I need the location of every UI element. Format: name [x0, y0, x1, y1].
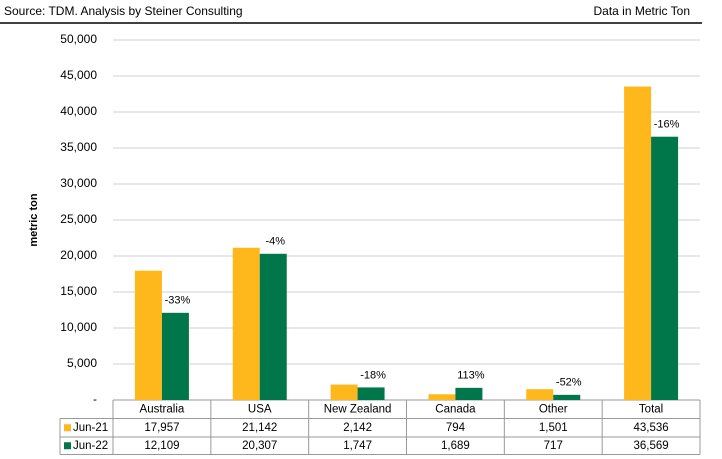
table-cell: 2,142 [343, 422, 372, 434]
x-tick-label: Canada [435, 403, 476, 415]
y-tick-label: 5,000 [67, 356, 97, 370]
change-label: 113% [457, 370, 485, 382]
y-tick-label: - [93, 392, 97, 406]
table-cell: 1,689 [441, 440, 470, 452]
bar [651, 136, 679, 401]
table-cell: 12,109 [144, 440, 179, 452]
y-tick-label: 50,000 [60, 32, 97, 46]
change-label: -16% [654, 119, 680, 131]
legend-label: Jun-21 [73, 422, 108, 434]
table-cell: 36,569 [633, 440, 668, 452]
y-tick-label: 45,000 [60, 68, 97, 82]
legend-label: Jun-22 [73, 440, 108, 452]
x-tick-label: Other [539, 403, 568, 415]
table-cell: 20,307 [242, 440, 277, 452]
table-cell: 21,142 [242, 422, 277, 434]
legend-swatch [64, 424, 71, 432]
x-tick-label: Australia [140, 403, 185, 415]
change-label: -52% [556, 377, 582, 389]
source: Source: TDM. Analysis by Steiner Consult… [4, 4, 243, 18]
table-cell: 43,536 [633, 422, 668, 434]
bar [134, 270, 162, 400]
x-tick-label: USA [248, 403, 272, 415]
y-axis-label: metric ton [28, 193, 40, 246]
y-tick-label: 40,000 [60, 104, 97, 118]
y-tick-label: 30,000 [60, 176, 97, 190]
bar [330, 384, 358, 400]
bar [357, 387, 385, 400]
y-tick-label: 15,000 [60, 284, 97, 298]
x-tick-label: Total [639, 403, 663, 415]
bar [455, 387, 483, 400]
bar [232, 247, 260, 400]
change-label: -18% [360, 369, 386, 381]
table-cell: 17,957 [144, 422, 179, 434]
change-label: -4% [265, 236, 285, 248]
table-cell: 1,747 [343, 440, 372, 452]
unit-note: Data in Metric Ton [594, 4, 691, 18]
y-tick-label: 20,000 [60, 248, 97, 262]
change-label: -33% [165, 295, 191, 307]
bar [553, 394, 581, 400]
bar [161, 312, 189, 400]
bar [526, 389, 554, 400]
table-cell: 1,501 [539, 422, 568, 434]
x-tick-label: New Zealand [324, 403, 392, 415]
bar [624, 86, 652, 400]
y-tick-label: 35,000 [60, 140, 97, 154]
legend-swatch [64, 442, 71, 450]
table-cell: 717 [544, 440, 563, 452]
y-tick-label: 25,000 [60, 212, 97, 226]
y-tick-label: 10,000 [60, 320, 97, 334]
bar [428, 394, 456, 400]
table-cell: 794 [446, 422, 466, 434]
bar [259, 253, 287, 400]
